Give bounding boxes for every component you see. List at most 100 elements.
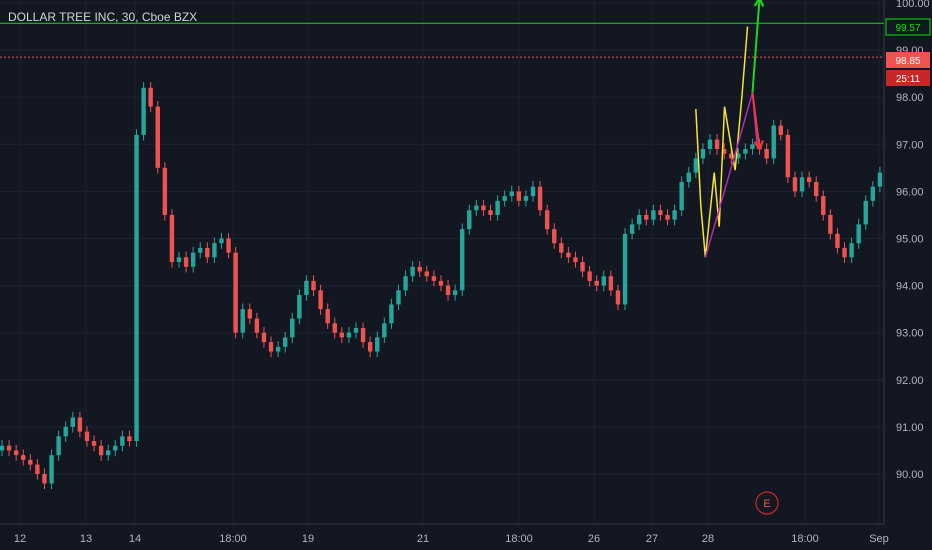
- price-tick-label: 94.00: [896, 281, 924, 293]
- earnings-marker-label: E: [763, 498, 770, 510]
- candle-body: [580, 262, 585, 272]
- candlesticks: [0, 82, 932, 490]
- candle-body: [835, 233, 840, 248]
- candle-body: [77, 417, 83, 432]
- candle-body: [403, 276, 408, 291]
- price-tick-label: 90.00: [896, 469, 924, 481]
- price-tick-label: 96.00: [896, 186, 924, 198]
- candle-body: [764, 149, 769, 159]
- candle-body: [814, 181, 819, 197]
- symbol-title: DOLLAR TREE INC, 30, Cboe BZX: [8, 10, 198, 24]
- candle-body: [219, 238, 224, 244]
- candle-body: [120, 436, 125, 446]
- candle-body: [863, 200, 868, 225]
- candle-body: [35, 464, 40, 474]
- candle-body: [736, 153, 741, 159]
- candle-body: [268, 342, 274, 352]
- candle-body: [275, 346, 281, 352]
- price-tick-label: 95.00: [896, 234, 924, 246]
- candle-body: [877, 172, 883, 187]
- candle-body: [290, 318, 295, 338]
- candle-body: [849, 243, 854, 258]
- candle-body: [254, 318, 260, 333]
- candle-body: [21, 455, 26, 460]
- candle-body: [700, 149, 706, 159]
- candle-body: [686, 172, 691, 182]
- candle-body: [339, 332, 345, 338]
- reference-lines: [0, 22, 884, 58]
- countdown-value: 25:11: [896, 74, 921, 85]
- price-axis-labels: 100.0099.0098.0097.0096.0095.0094.0093.0…: [896, 0, 930, 481]
- candle-body: [28, 459, 33, 465]
- candle-body: [495, 200, 500, 215]
- candle-body: [452, 290, 458, 296]
- last-price-tag-green: [885, 18, 931, 36]
- candle-body: [530, 186, 536, 197]
- time-tick-label: 27: [646, 533, 658, 545]
- candle-body: [778, 125, 783, 135]
- candle-body: [162, 167, 168, 215]
- price-tick-label: 91.00: [896, 422, 924, 434]
- time-axis[interactable]: [0, 524, 932, 550]
- time-tick-label: 13: [80, 533, 92, 545]
- candle-body: [56, 436, 61, 456]
- candle-body: [559, 243, 564, 253]
- candle-body: [729, 153, 734, 159]
- candle-body: [91, 441, 97, 446]
- candle-body: [63, 426, 68, 437]
- price-tick-label: 97.00: [896, 139, 924, 151]
- candle-body: [183, 257, 189, 267]
- candle-body: [460, 229, 465, 291]
- up-arrowhead-icon: [753, 0, 765, 7]
- candle-body: [622, 233, 628, 305]
- candle-body: [417, 266, 422, 272]
- candle-body: [190, 252, 196, 267]
- price-tick-label: 93.00: [896, 328, 924, 340]
- down-arrowhead-icon: [753, 140, 764, 152]
- candle-body: [445, 285, 451, 296]
- candle-body: [665, 214, 670, 220]
- yellow-pattern-line: [695, 26, 749, 258]
- candle-body: [714, 139, 720, 150]
- time-tick-label: Sep: [869, 533, 889, 545]
- candle-body: [247, 309, 252, 319]
- price-tick-label: 100.00: [896, 0, 930, 10]
- candle-body: [233, 252, 238, 333]
- candle-body: [608, 276, 614, 291]
- candle-body: [283, 337, 288, 347]
- candle-body: [13, 450, 19, 456]
- candle-body: [799, 177, 805, 192]
- price-tick-label: 98.00: [896, 92, 924, 104]
- candle-body: [502, 196, 507, 201]
- candle-body: [198, 247, 203, 253]
- time-tick-label: 19: [302, 533, 314, 545]
- candle-body: [870, 186, 876, 201]
- candle-body: [176, 257, 182, 263]
- candle-body: [771, 125, 776, 159]
- earnings-marker-icon[interactable]: [755, 491, 779, 515]
- candle-body: [629, 224, 635, 234]
- tag-green-value: 99.57: [895, 23, 920, 34]
- candle-body: [98, 445, 104, 456]
- candle-body: [587, 271, 592, 281]
- candle-body: [240, 309, 245, 333]
- candle-body: [6, 445, 12, 451]
- candle-body: [651, 210, 656, 220]
- candle-body: [573, 257, 578, 263]
- candle-body: [318, 290, 323, 310]
- candle-body: [438, 280, 444, 286]
- tag-red-value: 98.85: [895, 56, 920, 67]
- countdown-tag: [886, 70, 930, 86]
- candle-body: [431, 276, 437, 281]
- price-axis[interactable]: [884, 0, 932, 550]
- candle-body: [644, 214, 649, 220]
- candle-body: [828, 214, 833, 234]
- candle-body: [707, 139, 713, 150]
- candle-body: [601, 276, 606, 286]
- candle-body: [474, 205, 479, 211]
- candle-body: [127, 436, 132, 442]
- candle-body: [552, 229, 557, 244]
- candle-body: [481, 205, 486, 211]
- candle-body: [488, 210, 493, 215]
